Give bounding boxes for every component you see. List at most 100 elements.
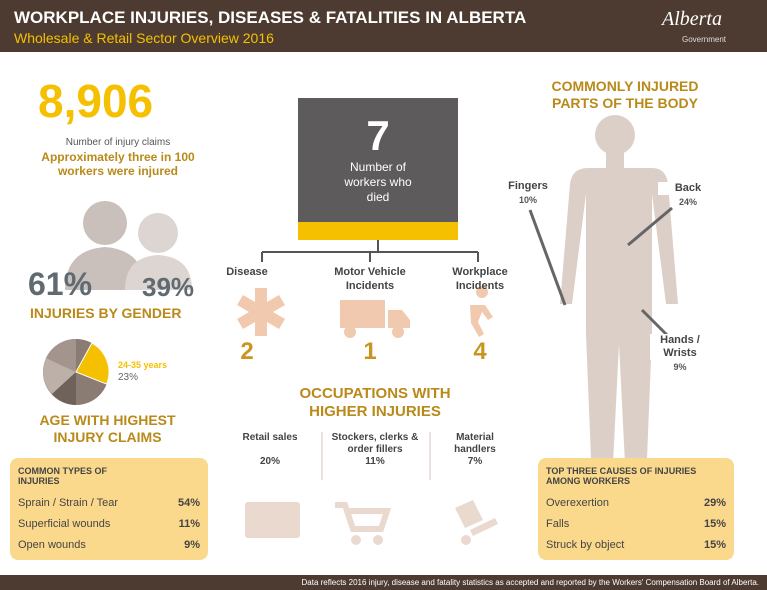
truck-icon (340, 300, 410, 328)
figure-head (595, 115, 635, 155)
pointer (627, 206, 673, 247)
body-pointers (528, 206, 673, 338)
body-part-pct: 10% (518, 195, 537, 205)
table-row: Open wounds 9% (18, 534, 200, 555)
gender-icons (65, 201, 192, 290)
occupation-pct: 7% (467, 456, 483, 467)
causes-rows: Overexertion 29% Falls 15% Struck by object 1… (546, 492, 726, 555)
row-value: 15% (703, 538, 726, 551)
fall-body (470, 305, 493, 337)
fatal-band (298, 222, 458, 240)
fatal-box (298, 98, 458, 222)
title: WORKPLACE INJURIES, DISEASES & FATALITIE… (14, 8, 527, 27)
figure-body (560, 168, 678, 484)
male-pct: 61% (28, 266, 93, 302)
occupation-label: Material handlers (454, 432, 496, 455)
subtitle: Wholesale & Retail Sector Overview 2016 (14, 30, 274, 46)
cause-icons (237, 286, 493, 338)
cart-wheel (373, 535, 383, 545)
female-body (125, 255, 192, 290)
fall-head (476, 286, 488, 298)
tree-lines (261, 240, 479, 262)
age-pie (43, 338, 110, 405)
wheel (392, 326, 404, 338)
body-part-label: Fingers (498, 180, 558, 193)
cause-label: Disease (226, 266, 268, 278)
table-row: Overexertion 29% (546, 492, 726, 513)
injury-types-rows: Sprain / Strain / Tear 54% Superficial wou… (18, 492, 200, 555)
row-value: 15% (703, 517, 726, 530)
female-head (138, 213, 178, 253)
row-label: Overexertion (546, 496, 609, 509)
gender-heading: INJURIES BY GENDER (30, 305, 182, 321)
cause-label: Workplace Incidents (452, 266, 508, 292)
footer-bar (0, 575, 767, 590)
male-head (83, 201, 127, 245)
wheel (344, 326, 356, 338)
cart-wheel (351, 535, 361, 545)
pointer (640, 308, 670, 338)
pie-slice (43, 358, 76, 394)
cause-count: 4 (473, 338, 487, 365)
row-label: Struck by object (546, 538, 625, 551)
row-value: 11% (178, 517, 200, 530)
claims-note: Approximately three in 100 workers were … (41, 150, 195, 178)
row-label: Sprain / Strain / Tear (18, 496, 119, 509)
body-part-label: Hands / Wrists (650, 334, 710, 360)
table-row: Falls 15% (546, 513, 726, 534)
dolly-wheel (461, 535, 471, 545)
injury-types-heading: COMMON TYPES OF INJURIES (18, 466, 108, 486)
occupation-label: Stockers, clerks & order fillers (331, 432, 419, 455)
row-value: 54% (177, 496, 200, 509)
occupation-pct: 11% (365, 456, 385, 467)
occupation-icons (245, 500, 498, 545)
cart-icon (335, 502, 392, 532)
body-figure (560, 115, 678, 484)
pie-slice (46, 338, 76, 372)
occupation-pct: 20% (259, 456, 280, 467)
female-pct: 39% (142, 272, 195, 302)
occupations-heading: OCCUPATIONS WITH HIGHER INJURIES (299, 385, 451, 420)
disease-icon (237, 288, 285, 336)
table-row: Superficial wounds 11% (18, 513, 200, 534)
row-label: Superficial wounds (18, 517, 111, 530)
row-label: Falls (546, 517, 570, 530)
male-body (65, 247, 145, 290)
age-pct: 23% (118, 372, 139, 383)
body-part-label: Back (658, 182, 718, 195)
logo: Alberta (662, 8, 722, 30)
fatal-number: 7 (366, 112, 390, 159)
figure-neck (606, 152, 624, 170)
row-value: 29% (703, 496, 726, 509)
causes-heading: TOP THREE CAUSES OF INJURIES AMONG WORKE… (546, 466, 697, 486)
body-part-pct: 24% (678, 197, 697, 207)
claims-number: 8,906 (38, 75, 154, 127)
footer: Data reflects 2016 injury, disease and f… (301, 578, 759, 587)
logo-sub: Government (682, 35, 727, 44)
header (0, 0, 767, 52)
pie-slice (52, 372, 76, 405)
cause-label: Motor Vehicle Incidents (334, 266, 406, 292)
age-range: 24-35 years (118, 360, 168, 370)
claims-label: Number of injury claims (65, 137, 171, 148)
cause-count: 1 (363, 338, 377, 365)
body-heading: COMMONLY INJURED PARTS OF THE BODY (551, 78, 699, 111)
causes-box: TOP THREE CAUSES OF INJURIES AMONG WORKE… (538, 458, 734, 560)
table-row: Sprain / Strain / Tear 54% (18, 492, 200, 513)
cause-count: 2 (240, 338, 254, 365)
injury-types-box: COMMON TYPES OF INJURIES Sprain / Strain… (10, 458, 208, 560)
fatal-label: Number of workers who died (344, 160, 412, 204)
dolly-icon (455, 500, 498, 536)
money-icon (245, 502, 300, 538)
pointer (528, 209, 567, 306)
age-slice (75, 342, 110, 385)
row-label: Open wounds (18, 538, 86, 551)
occupation-dividers (321, 432, 431, 480)
table-row: Struck by object 15% (546, 534, 726, 555)
body-part-pct: 9% (673, 362, 687, 372)
age-heading: AGE WITH HIGHEST INJURY CLAIMS (39, 412, 176, 445)
row-value: 9% (184, 538, 200, 551)
occupation-label: Retail sales (242, 432, 298, 443)
